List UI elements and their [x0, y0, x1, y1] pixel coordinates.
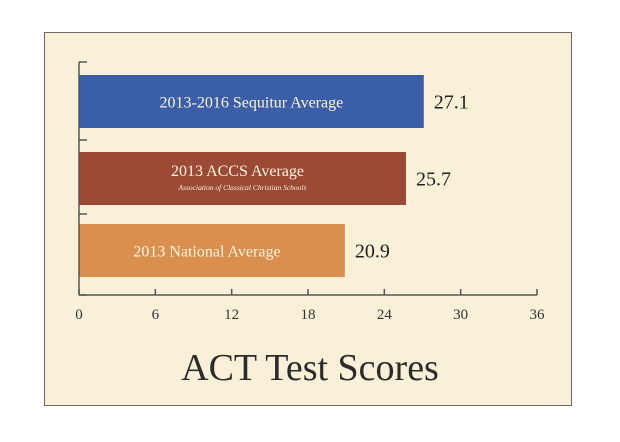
- chart-title: ACT Test Scores: [181, 347, 439, 389]
- axes-group: 0 6 12 18 24 30 36: [75, 61, 546, 323]
- x-tick-label: 24: [377, 307, 393, 323]
- x-tick-label: 12: [224, 307, 239, 323]
- bar-category-label: 2013 ACCS Average: [171, 163, 304, 180]
- bar-category-label: 2013-2016 Sequitur Average: [160, 95, 344, 112]
- bar: [79, 152, 406, 205]
- x-tick-label: 36: [530, 307, 546, 323]
- x-tick-label: 6: [152, 307, 160, 323]
- bar: [79, 75, 424, 128]
- bar: [79, 224, 345, 277]
- bar-category-label: 2013 National Average: [133, 244, 280, 261]
- bar-value-label: 25.7: [416, 169, 451, 191]
- bars-group: 2013-2016 Sequitur Average 27.1 2013 ACCS …: [79, 75, 469, 277]
- bar-value-label: 20.9: [355, 241, 390, 263]
- x-tick-label: 18: [301, 307, 316, 323]
- x-tick-label: 30: [453, 307, 468, 323]
- bar-category-sublabel: Association of Classical Christian Schoo…: [178, 183, 307, 192]
- bar-value-label: 27.1: [434, 92, 469, 114]
- x-tick-label: 0: [75, 307, 83, 323]
